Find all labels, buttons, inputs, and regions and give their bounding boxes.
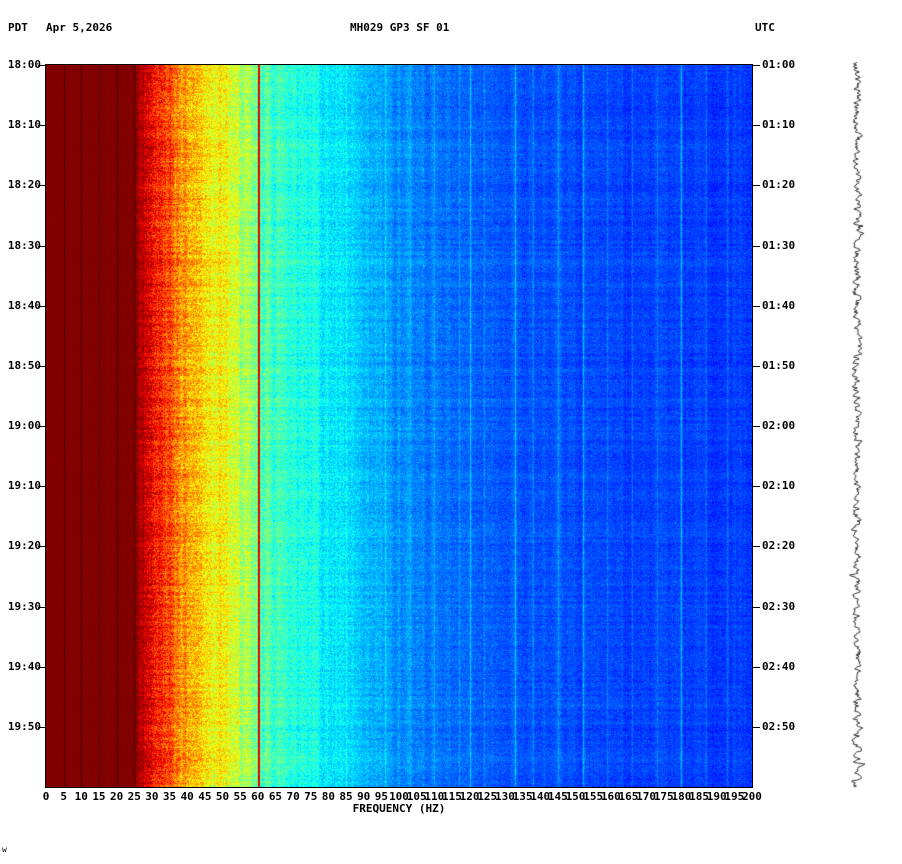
axis-tick: [753, 727, 760, 728]
frequency-tick-label: 85: [339, 790, 353, 803]
axis-tick: [753, 125, 760, 126]
frequency-tick-label: 200: [742, 790, 762, 803]
waveform-trace: [845, 62, 869, 788]
station-title: MH029 GP3 SF 01: [350, 21, 450, 34]
axis-tick: [753, 607, 760, 608]
frequency-tick-label: 170: [636, 790, 657, 803]
time-label-utc: 01:00: [762, 58, 796, 71]
frequency-tick-label: 120: [459, 790, 480, 803]
axis-tick: [753, 65, 760, 66]
time-label-utc: 01:10: [762, 118, 796, 131]
frequency-tick-label: 80: [321, 790, 336, 803]
frequency-tick-label: 145: [547, 790, 568, 803]
frequency-tick-label: 115: [442, 790, 462, 803]
spectrogram-plot: [45, 64, 753, 788]
axis-tick: [38, 486, 45, 487]
axis-tick: [38, 125, 45, 126]
frequency-tick-label: 35: [162, 790, 177, 803]
timezone-left-label: PDT: [8, 21, 28, 34]
frequency-tick-label: 30: [145, 790, 159, 803]
frequency-tick-label: 105: [406, 790, 427, 803]
axis-tick: [753, 667, 760, 668]
frequency-tick-label: 175: [653, 790, 674, 803]
spectrogram-canvas: [46, 65, 752, 787]
frequency-tick-label: 60: [251, 790, 265, 803]
frequency-tick-label: 20: [109, 790, 124, 803]
frequency-tick-label: 140: [530, 790, 551, 803]
axis-tick: [38, 426, 45, 427]
axis-tick: [753, 546, 760, 547]
frequency-tick-label: 40: [180, 790, 194, 803]
frequency-tick-label: 165: [618, 790, 639, 803]
frequency-tick-label: 5: [60, 790, 67, 803]
axis-tick: [753, 246, 760, 247]
time-label-utc: 01:20: [762, 178, 796, 191]
time-label-utc: 02:10: [762, 479, 796, 492]
frequency-tick-label: 25: [127, 790, 141, 803]
time-label-utc: 02:20: [762, 539, 796, 552]
frequency-tick-label: 160: [600, 790, 621, 803]
time-label-pdt: 19:00: [7, 419, 41, 432]
axis-tick: [38, 727, 45, 728]
axis-tick: [38, 667, 45, 668]
frequency-tick-label: 195: [724, 790, 745, 803]
time-label-pdt: 19:10: [7, 479, 41, 492]
date-label: Apr 5,2026: [46, 21, 113, 34]
axis-tick: [753, 366, 760, 367]
frequency-tick-label: 55: [233, 790, 247, 803]
frequency-tick-label: 155: [583, 790, 604, 803]
time-label-utc: 01:30: [762, 239, 796, 252]
frequency-tick-label: 45: [198, 790, 212, 803]
frequency-tick-label: 95: [374, 790, 388, 803]
axis-tick: [753, 306, 760, 307]
frequency-tick-label: 0: [42, 790, 50, 803]
frequency-tick-label: 100: [389, 790, 409, 803]
time-label-utc: 01:50: [762, 359, 796, 372]
frequency-tick-label: 135: [512, 790, 533, 803]
time-label-pdt: 18:20: [7, 178, 41, 191]
time-label-pdt: 19:30: [7, 600, 41, 613]
time-label-pdt: 18:30: [7, 239, 41, 252]
axis-tick: [753, 486, 760, 487]
time-label-utc: 02:40: [762, 660, 796, 673]
frequency-tick-label: 185: [689, 790, 709, 803]
frequency-tick-label: 50: [215, 790, 230, 803]
frequency-tick-label: 130: [494, 790, 515, 803]
time-label-utc: 02:50: [762, 720, 796, 733]
time-label-pdt: 19:20: [7, 539, 41, 552]
time-label-pdt: 18:40: [7, 299, 41, 312]
time-label-pdt: 18:00: [7, 58, 41, 71]
frequency-tick-label: 90: [357, 790, 371, 803]
time-label-pdt: 19:40: [7, 660, 41, 673]
axis-tick: [753, 185, 760, 186]
time-label-utc: 01:40: [762, 299, 796, 312]
timezone-right-label: UTC: [755, 21, 775, 34]
frequency-tick-label: 190: [706, 790, 727, 803]
corner-mark: w: [2, 845, 7, 854]
frequency-tick-label: 70: [286, 790, 300, 803]
axis-tick: [38, 65, 45, 66]
time-label-pdt: 18:50: [7, 359, 41, 372]
time-label-pdt: 18:10: [7, 118, 41, 131]
axis-tick: [38, 607, 45, 608]
axis-tick: [38, 366, 45, 367]
frequency-tick-label: 75: [304, 790, 318, 803]
frequency-tick-label: 65: [268, 790, 283, 803]
time-label-utc: 02:30: [762, 600, 796, 613]
frequency-tick-label: 15: [92, 790, 106, 803]
x-axis-title: FREQUENCY (HZ): [352, 802, 446, 815]
axis-tick: [38, 246, 45, 247]
frequency-tick-label: 150: [565, 790, 586, 803]
frequency-tick-label: 125: [477, 790, 498, 803]
frequency-tick-label: 110: [424, 790, 445, 803]
axis-tick: [38, 306, 45, 307]
time-label-utc: 02:00: [762, 419, 796, 432]
axis-tick: [38, 185, 45, 186]
axis-tick: [753, 426, 760, 427]
axis-tick: [38, 546, 45, 547]
time-label-pdt: 19:50: [7, 720, 41, 733]
frequency-tick-label: 180: [671, 790, 692, 803]
frequency-tick-label: 10: [74, 790, 88, 803]
